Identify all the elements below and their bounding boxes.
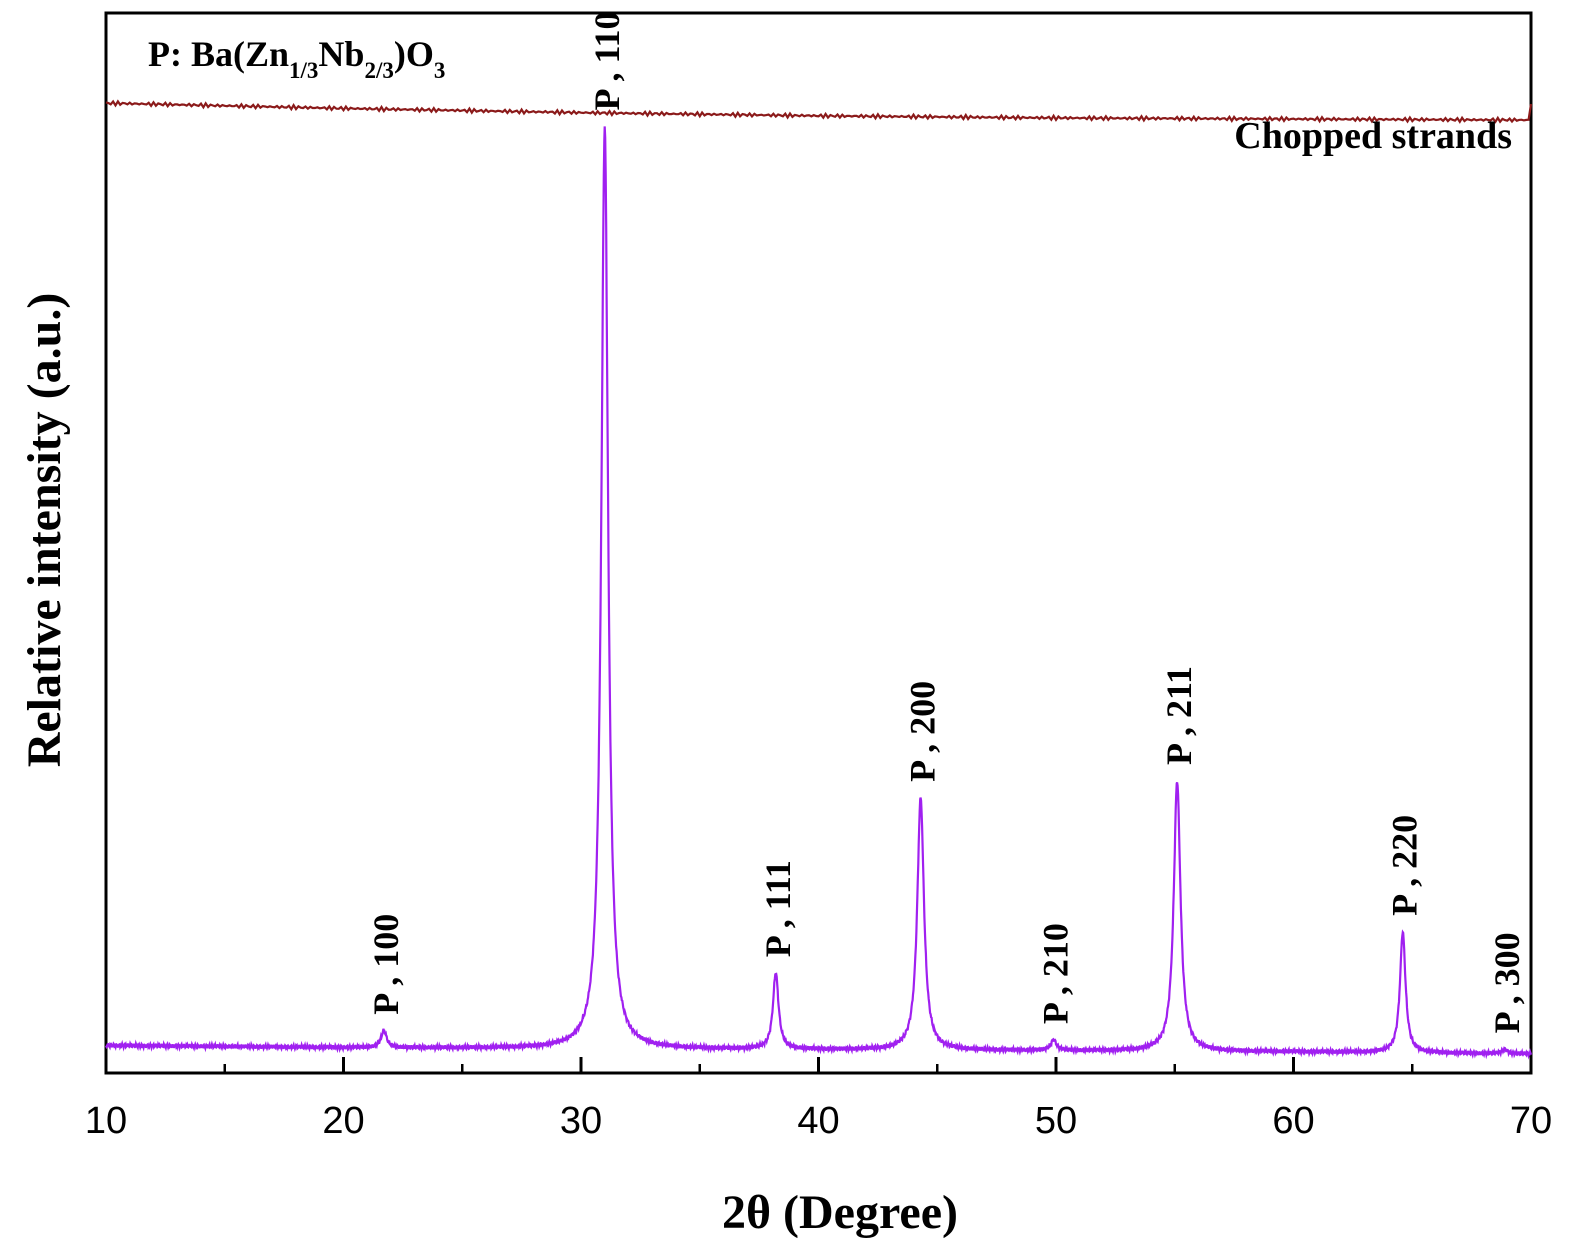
peak-label: P , 220 (1385, 815, 1425, 916)
peak-labels: P , 100 P , 110 P , 111 P , 200 P , 210 P , 2… (366, 11, 1527, 1033)
formula-subscript-zn: 1/3 (289, 58, 318, 83)
peak-label: P , 200 (903, 681, 943, 782)
peak-label: P , 111 (758, 860, 798, 957)
peak-label: P , 210 (1036, 923, 1076, 1024)
plot-frame (104, 11, 1533, 1075)
x-tick-label: 10 (85, 1100, 127, 1142)
formula-mid: Nb (318, 34, 364, 74)
series-line-xrd-pattern (105, 126, 1533, 1060)
peak-label: P , 100 (366, 914, 406, 1015)
peak-label: P , 300 (1487, 932, 1527, 1033)
x-axis-label: 2θ (Degree) (722, 1186, 958, 1239)
formula-close: )O (394, 34, 434, 74)
x-tick-label: 60 (1272, 1100, 1314, 1142)
x-axis-ticks: 10 20 30 40 50 60 70 (85, 1057, 1552, 1142)
formula-annotation: P: Ba(Zn1/3Nb2/3)O3 (148, 34, 445, 83)
x-tick-label: 40 (797, 1100, 839, 1142)
series-label-chopped-strands: Chopped strands (1234, 115, 1512, 157)
series-line-chopped-strands (105, 99, 1533, 124)
peak-label: P , 110 (587, 11, 627, 110)
x-tick-label: 20 (322, 1100, 364, 1142)
peak-label: P , 211 (1159, 666, 1199, 765)
x-tick-label: 30 (560, 1100, 602, 1142)
formula-subscript-nb: 2/3 (364, 58, 393, 83)
x-tick-label: 50 (1035, 1100, 1077, 1142)
y-axis-label: Relative intensity (a.u.) (18, 293, 71, 768)
formula-subscript-o: 3 (434, 58, 446, 83)
formula-prefix: P: Ba(Zn (148, 34, 289, 74)
x-tick-label: 70 (1510, 1100, 1552, 1142)
series-layer (105, 99, 1533, 1060)
